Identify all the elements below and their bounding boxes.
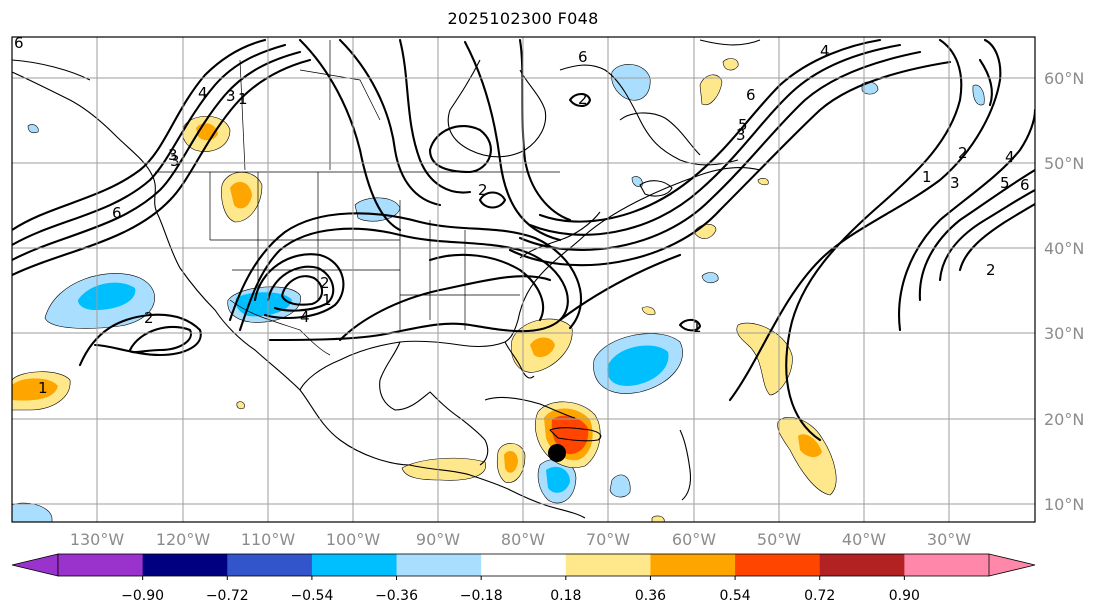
colorbar-tick-label: 0.90: [889, 588, 920, 604]
lon-label-100w: 100°W: [326, 530, 381, 549]
lon-label-30w: 30°W: [927, 530, 971, 549]
contour-label: 1: [238, 90, 248, 108]
colorbar-tick-label: 0.18: [550, 588, 581, 604]
contour-label: 2: [958, 144, 968, 162]
coastlines: [12, 39, 761, 519]
contour-label: 3: [168, 146, 178, 164]
lon-label-80w: 80°W: [501, 530, 545, 549]
colorbar-tick-label: −0.36: [375, 588, 418, 604]
lon-label-90w: 90°W: [416, 530, 460, 549]
lon-label-120w: 120°W: [156, 530, 211, 549]
map-title: 2025102300 F048: [447, 9, 599, 28]
grid-lines: [12, 37, 1035, 522]
contour-label: 3: [226, 87, 236, 105]
colorbar-segment: [227, 554, 313, 576]
map-frame: [11, 36, 1036, 523]
political-borders: [155, 40, 560, 356]
colorbar-over-arrow: [988, 553, 1036, 577]
contour-label: 1: [692, 318, 702, 336]
contour-label: 5: [738, 116, 748, 134]
colorbar-tick-label: −0.90: [121, 588, 164, 604]
anomaly-shading: [12, 58, 985, 522]
contour-label: 2: [986, 261, 996, 279]
colorbar-tick-label: −0.18: [460, 588, 503, 604]
colorbar-segment: [142, 554, 228, 576]
contour-lines: [12, 38, 1035, 442]
contour-label: 6: [746, 86, 756, 104]
lon-label-110w: 110°W: [241, 530, 296, 549]
contour-label: 4: [1005, 148, 1015, 166]
colorbar-segment: [819, 554, 905, 576]
lat-label-40n: 40°N: [1044, 239, 1084, 258]
contour-label: 6: [578, 48, 588, 66]
lon-label-50w: 50°W: [757, 530, 801, 549]
lat-label-20n: 20°N: [1044, 410, 1084, 429]
colorbar-segment: [650, 554, 736, 576]
colorbar: −0.90 −0.72 −0.54 −0.36 −0.18 0.18 0.36 0.54 0.7…: [11, 553, 1036, 604]
contour-label: 3: [736, 126, 746, 144]
longitude-labels: 130°W 120°W 110°W 100°W 90°W 80°W 70°W 6…: [70, 530, 971, 549]
contour-label: 1: [38, 379, 48, 397]
lon-label-60w: 60°W: [672, 530, 716, 549]
colorbar-tick-label: 0.72: [804, 588, 835, 604]
colorbar-segment: [481, 554, 567, 576]
colorbar-segment: [396, 554, 482, 576]
contour-label: 1: [922, 168, 932, 186]
storm-position-dot: [548, 444, 566, 462]
contour-label: 5: [1000, 174, 1010, 192]
colorbar-segment: [904, 554, 990, 576]
latitude-labels: 60°N 50°N 40°N 30°N 20°N 10°N: [1044, 69, 1084, 514]
colorbar-under-arrow: [11, 553, 59, 577]
contour-label: 6: [112, 204, 122, 222]
colorbar-tick-label: −0.54: [290, 588, 333, 604]
contour-label: 6: [1020, 176, 1030, 194]
lat-label-50n: 50°N: [1044, 154, 1084, 173]
contour-label: 3: [950, 174, 960, 192]
lon-label-70w: 70°W: [586, 530, 630, 549]
contour-label: 2: [144, 309, 154, 327]
colorbar-segment: [565, 554, 651, 576]
contour-labels: 2 1 3 4 6 2 1 2 3 4 5 6 6 5 4 3 2 1 4 1 …: [14, 34, 1030, 397]
contour-label: 3: [170, 152, 180, 170]
lat-label-60n: 60°N: [1044, 69, 1084, 88]
map-plot-area: 2 1 3 4 6 2 1 2 3 4 5 6 6 5 4 3 2 1 4 1 …: [12, 34, 1035, 522]
contour-label: 4: [820, 42, 830, 60]
lon-label-40w: 40°W: [842, 530, 886, 549]
lat-label-30n: 30°N: [1044, 324, 1084, 343]
colorbar-tick-label: 0.54: [720, 588, 751, 604]
colorbar-segment: [311, 554, 398, 576]
colorbar-tick-label: 0.36: [635, 588, 666, 604]
colorbar-tick-label: −0.72: [206, 588, 249, 604]
lon-label-130w: 130°W: [70, 530, 125, 549]
contour-label: 4: [198, 84, 208, 102]
contour-label: 6: [14, 34, 24, 52]
colorbar-segment: [58, 554, 144, 576]
contour-label: 4: [300, 308, 310, 326]
contour-label: 2: [478, 181, 488, 199]
contour-label: 1: [322, 291, 332, 309]
contour-label: 2: [320, 274, 330, 292]
lat-label-10n: 10°N: [1044, 495, 1084, 514]
contour-label: 2: [578, 90, 588, 108]
colorbar-segment: [735, 554, 821, 576]
